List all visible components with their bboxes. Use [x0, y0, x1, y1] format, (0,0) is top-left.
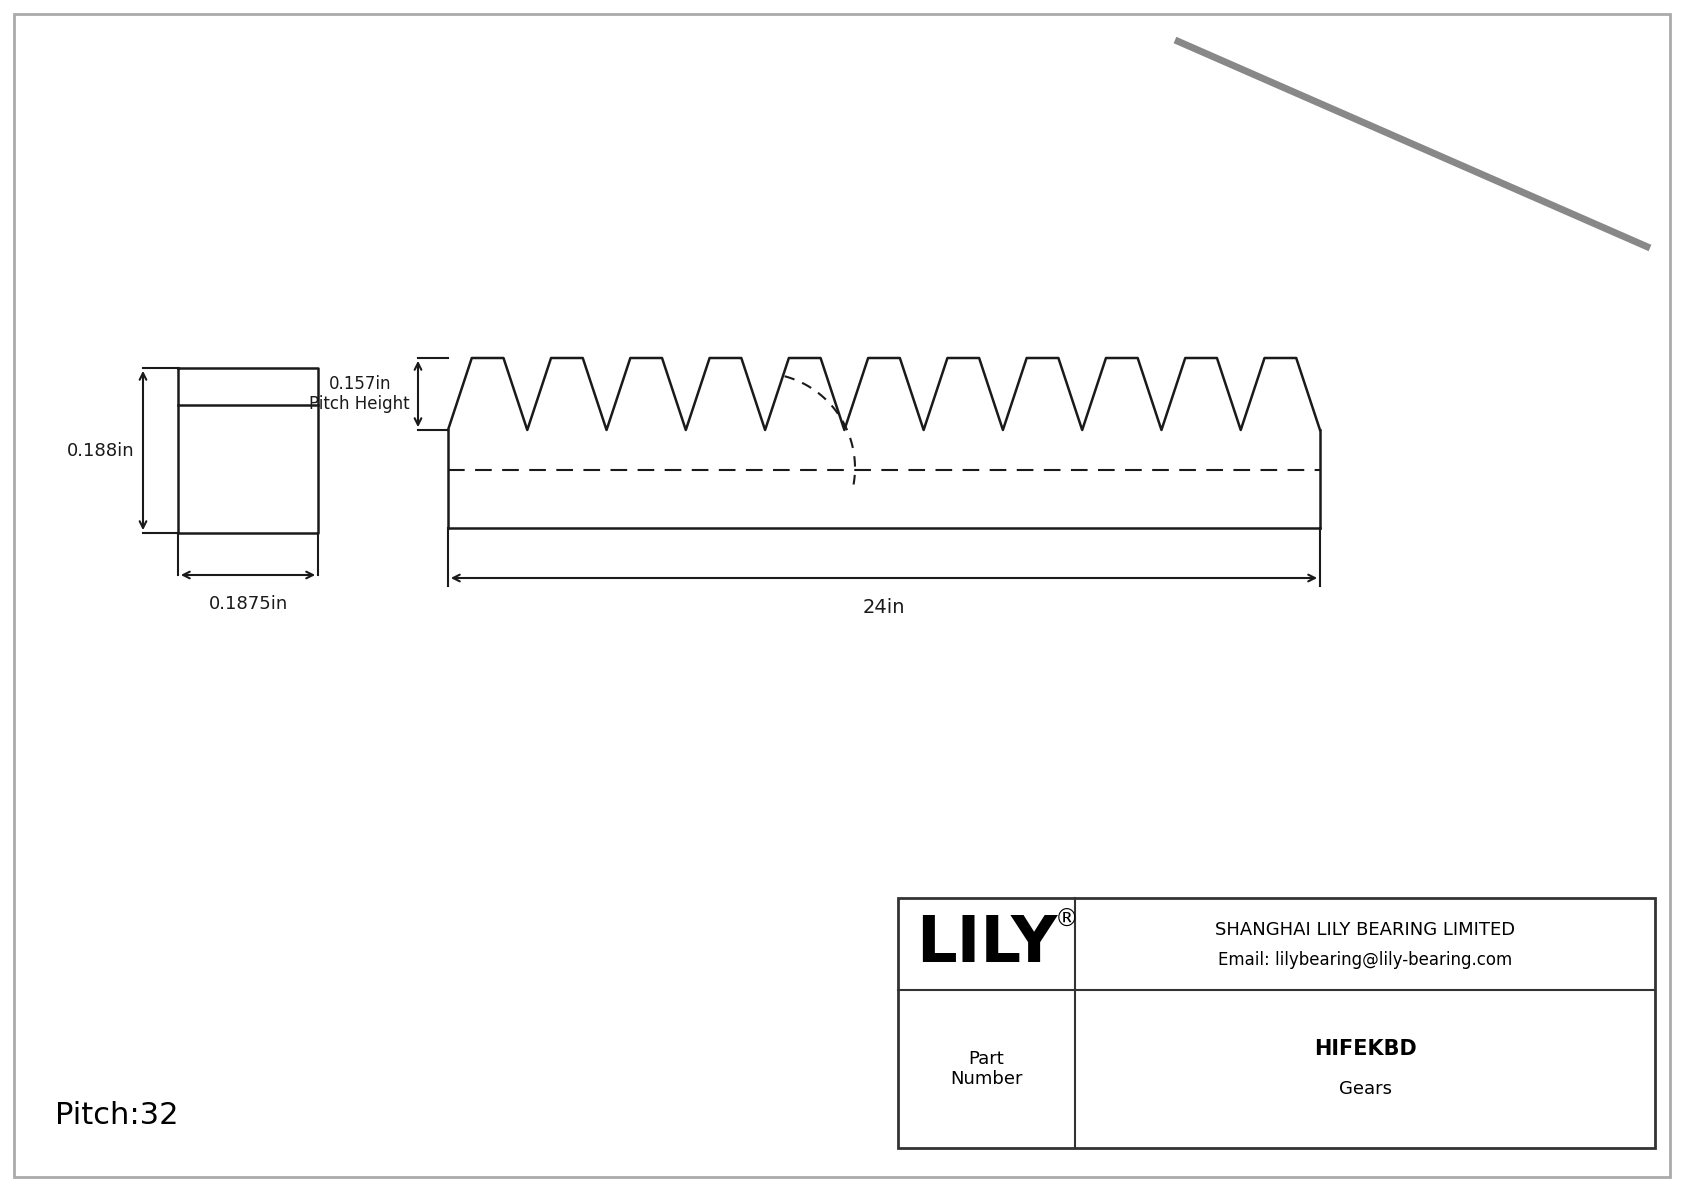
Text: LILY: LILY: [916, 913, 1058, 975]
Text: ®: ®: [1054, 908, 1078, 933]
Text: Pitch:32: Pitch:32: [56, 1100, 179, 1129]
Text: 24in: 24in: [862, 598, 906, 617]
Text: SHANGHAI LILY BEARING LIMITED: SHANGHAI LILY BEARING LIMITED: [1214, 921, 1516, 939]
Text: 0.157in
Pitch Height: 0.157in Pitch Height: [310, 375, 409, 413]
Text: 0.188in: 0.188in: [67, 442, 135, 460]
Text: Part
Number: Part Number: [950, 1049, 1022, 1089]
Bar: [898, 898, 1655, 1148]
Text: Email: lilybearing@lily-bearing.com: Email: lilybearing@lily-bearing.com: [1218, 950, 1512, 969]
Text: 0.1875in: 0.1875in: [209, 596, 288, 613]
Text: Gears: Gears: [1339, 1080, 1391, 1098]
Text: HIFEKBD: HIFEKBD: [1314, 1039, 1416, 1059]
